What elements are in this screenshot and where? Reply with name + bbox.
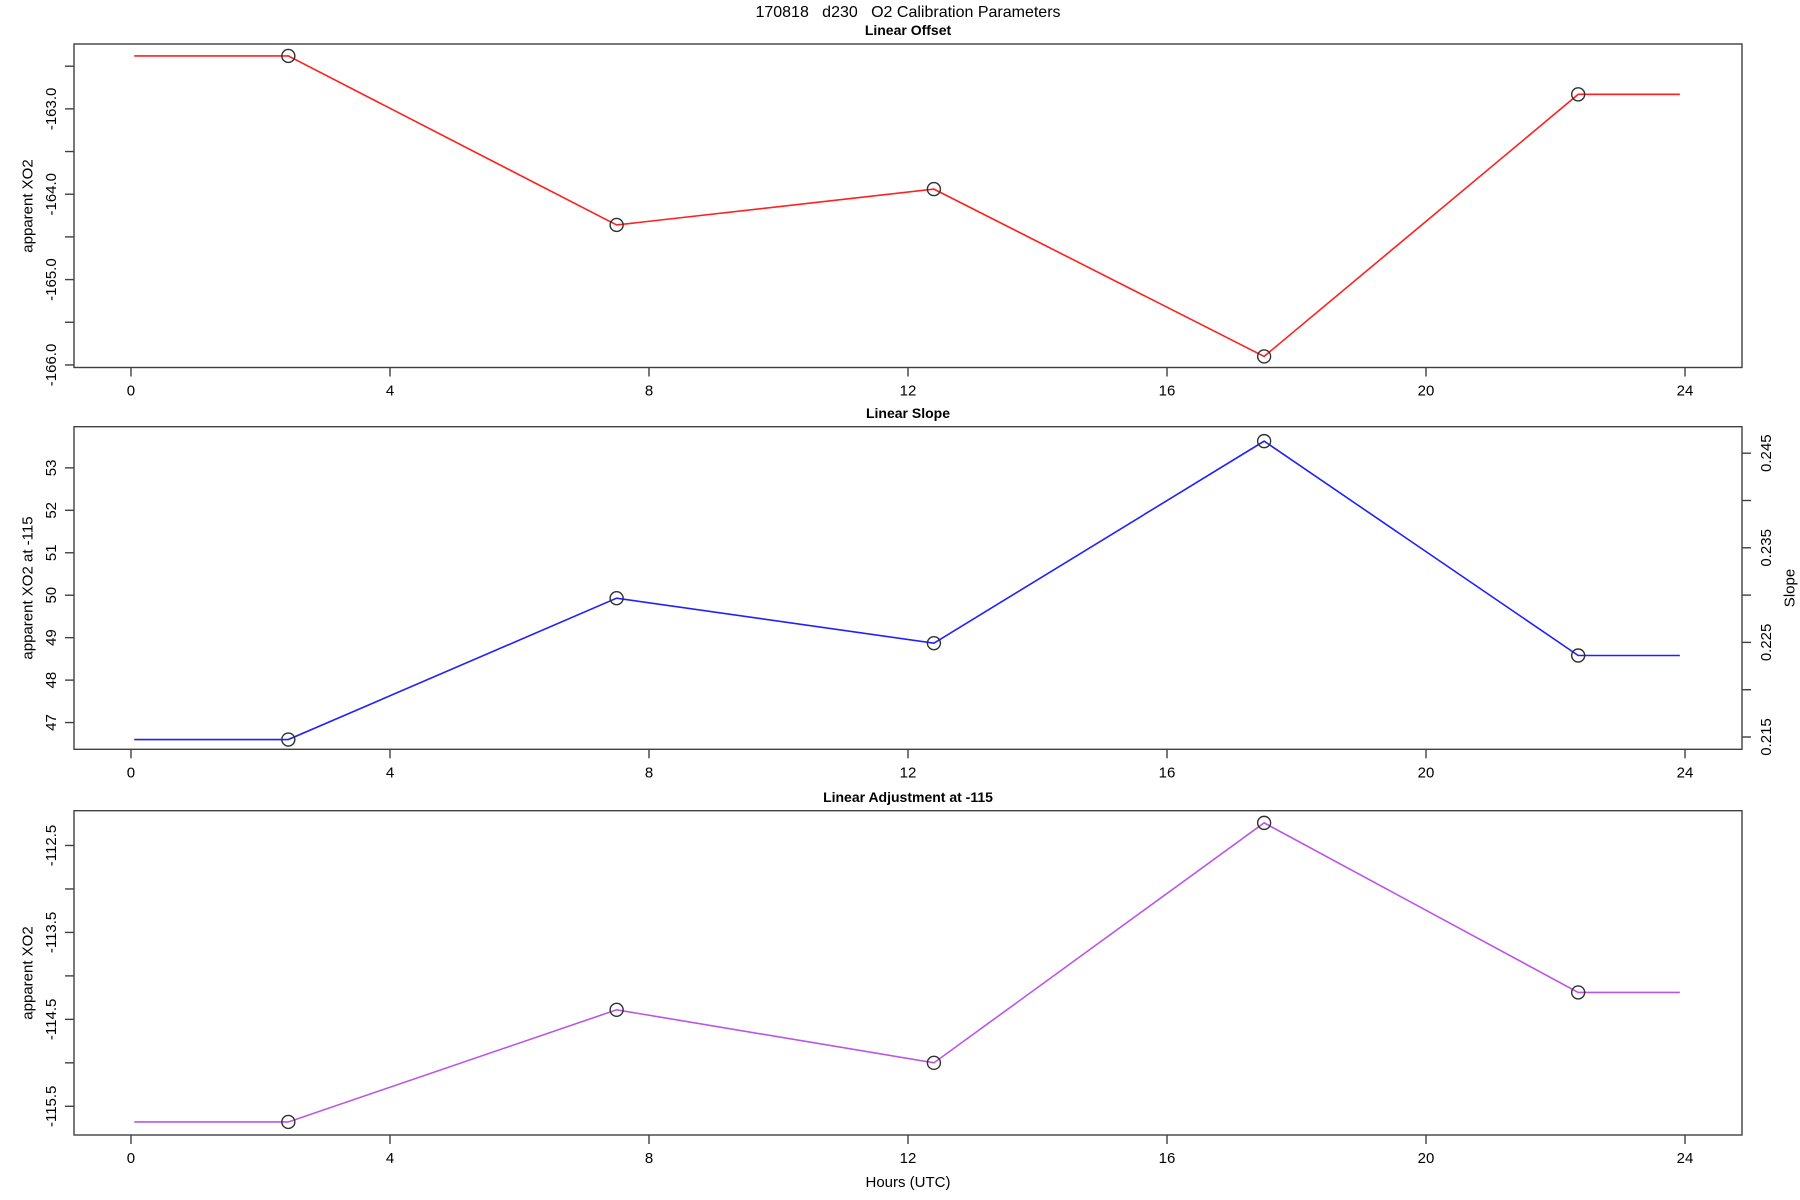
main-title: 170818 d230 O2 Calibration Parameters — [755, 4, 1061, 21]
panel-2-y-tick-label: 53 — [43, 460, 60, 477]
panel-1-x-tick-label: 8 — [645, 383, 653, 400]
panel-1-data-point-marker — [609, 217, 624, 233]
panel-2-right-tick-label: 0.245 — [1758, 434, 1775, 472]
panel-3-y-tick-label: -114.5 — [43, 999, 60, 1040]
panel-3-x-tick-label: 24 — [1677, 1150, 1694, 1167]
panel-1-data-point-marker — [281, 48, 296, 64]
panel-1-y-tick-label: -164.0 — [43, 173, 60, 216]
panel1-title: Linear Offset — [864, 22, 952, 38]
panel-2-y-tick-label: 52 — [43, 502, 60, 519]
panel-1-series-line — [134, 55, 1680, 358]
panel-3-x-tick-label: 12 — [900, 1150, 917, 1167]
panel3-title: Linear Adjustment at -115 — [823, 789, 993, 805]
panel-3-series-line — [134, 821, 1680, 1123]
panel-2-data-point-marker — [926, 635, 942, 651]
panel-3-data-point-marker — [281, 1114, 296, 1130]
panel-2-y-tick-label: 51 — [43, 544, 60, 561]
panel-1-x-tick-label: 16 — [1159, 383, 1176, 400]
panel-2-border — [73, 426, 1743, 751]
x-axis-label: Hours (UTC) — [865, 1174, 951, 1191]
panel-2-data-point-marker — [281, 732, 296, 747]
panel-2-x-tick-label: 12 — [900, 764, 917, 781]
panel-2-right-tick-label: 0.225 — [1758, 624, 1775, 662]
panel-2-data-point-marker — [609, 590, 624, 606]
panel-1-x-tick-label: 12 — [900, 383, 917, 400]
panel-2-x-tick-label: 4 — [386, 764, 394, 781]
panel-1-border — [73, 43, 1743, 369]
panel-1-y-tick-label: -165.0 — [43, 258, 60, 301]
panel-1-data-point-marker — [1256, 349, 1272, 364]
panel-2-x-tick-label: 8 — [645, 764, 653, 781]
panel-2-x-tick-label: 20 — [1418, 764, 1435, 781]
panel-3-y-tick-label: -113.5 — [43, 912, 60, 953]
panel-1-y-tick-label: -166.0 — [43, 344, 60, 387]
panel-1-x-tick-label: 0 — [127, 383, 135, 400]
panel-2-y-tick-label: 50 — [43, 587, 60, 604]
panel3-y-axis-label: apparent XO2 — [19, 926, 36, 1019]
panel-2-x-tick-label: 0 — [127, 764, 135, 781]
panel-2-data-point-marker — [1256, 433, 1272, 449]
panel-3-data-point-marker — [1570, 985, 1586, 1000]
panel-3-x-tick-label: 16 — [1159, 1150, 1176, 1167]
panel-2-x-tick-label: 16 — [1159, 764, 1176, 781]
panel-2-right-tick-label: 0.215 — [1758, 718, 1775, 756]
panel2-right-axis-label: Slope — [1781, 569, 1798, 607]
panel-3-x-tick-label: 0 — [127, 1150, 135, 1167]
panel-3-y-tick-label: -112.5 — [43, 825, 60, 866]
panel1-y-axis-label: apparent XO2 — [19, 159, 36, 252]
panel-1-x-tick-label: 24 — [1677, 383, 1694, 400]
panel-2-data-point-marker — [1570, 648, 1586, 663]
panel-1-x-tick-label: 4 — [386, 383, 394, 400]
panel-1-y-tick-label: -163.0 — [43, 88, 60, 131]
panel-3-x-tick-label: 8 — [645, 1150, 653, 1167]
panel-3-data-point-marker — [609, 1002, 624, 1018]
panel-3-data-point-marker — [926, 1055, 942, 1071]
panel-1-data-point-marker — [1570, 87, 1586, 102]
panel-3-x-tick-label: 4 — [386, 1150, 394, 1167]
panel-2-y-tick-label: 49 — [43, 629, 60, 646]
panel-3-border — [73, 810, 1743, 1136]
panel-2-y-tick-label: 48 — [43, 672, 60, 689]
panel-2-y-tick-label: 47 — [43, 714, 60, 731]
panel-2-x-tick-label: 24 — [1677, 764, 1694, 781]
panel-1-data-point-marker — [926, 181, 942, 197]
panel-2-series-line — [134, 440, 1680, 741]
panel-3-x-tick-label: 20 — [1418, 1150, 1435, 1167]
panel-2-right-tick-label: 0.235 — [1758, 529, 1775, 567]
panel-3-data-point-marker — [1256, 815, 1272, 831]
panel-3-y-tick-label: -115.5 — [43, 1086, 60, 1127]
panel2-y-axis-label: apparent XO2 at -115 — [19, 516, 36, 659]
panel-1-x-tick-label: 20 — [1418, 383, 1435, 400]
panel2-title: Linear Slope — [865, 405, 951, 421]
